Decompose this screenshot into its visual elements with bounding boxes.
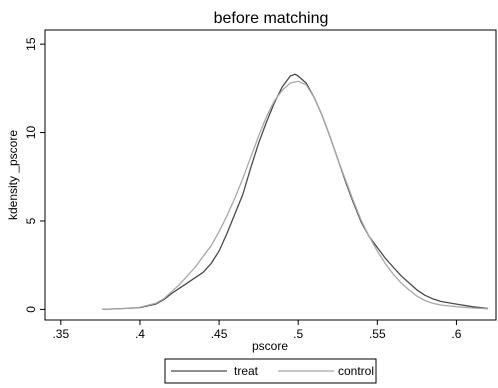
legend: treat control (164, 358, 377, 384)
x-tick-label: .45 (211, 327, 228, 341)
legend-label-treat: treat (234, 364, 259, 378)
x-tick-label: .55 (369, 327, 386, 341)
y-tick-label: 5 (24, 217, 38, 224)
chart-title: before matching (214, 10, 329, 27)
x-tick-label: .5 (293, 327, 303, 341)
x-axis: .35 .4 .45 .5 .55 .6 (52, 320, 462, 341)
series-line-control (101, 80, 489, 311)
x-tick-label: .4 (135, 327, 145, 341)
legend-label-control: control (338, 364, 374, 378)
y-tick-label: 10 (24, 126, 38, 140)
series-layer (101, 73, 489, 311)
plot-area-frame (44, 29, 497, 321)
y-axis-title: kdensity _pscore (6, 130, 20, 220)
x-tick-label: .6 (451, 327, 461, 341)
y-tick-label: 0 (24, 306, 38, 313)
x-axis-title: pscore (252, 339, 288, 353)
y-tick-label: 15 (24, 37, 38, 51)
x-tick-label: .35 (52, 327, 69, 341)
series-line-treat (101, 73, 489, 311)
y-axis: 0 5 10 15 (24, 37, 45, 313)
